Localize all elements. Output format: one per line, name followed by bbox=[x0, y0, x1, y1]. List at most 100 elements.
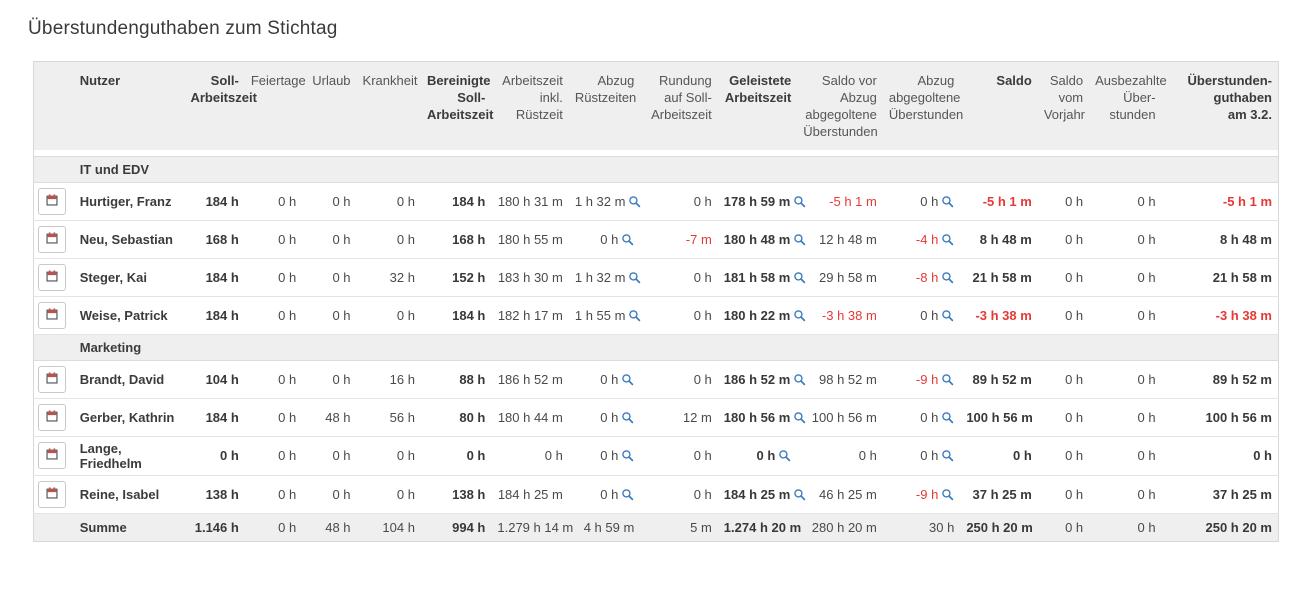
cell-geleistete-arbeitszeit: 184 h 25 m bbox=[718, 475, 806, 513]
value-text: 12 m bbox=[682, 409, 712, 425]
value-text: 1 h 32 m bbox=[574, 193, 626, 209]
magnifier-icon[interactable] bbox=[621, 449, 634, 462]
cell-abzug-ruestzeiten: 0 h bbox=[569, 220, 640, 258]
value-text: 104 h bbox=[205, 371, 239, 387]
value-text: 0 h bbox=[693, 486, 712, 502]
table-row: Lange, Friedhelm 0 h 0 h 0 h 0 h 0 h 0 h 0 h 0 h… bbox=[33, 436, 1279, 475]
value-text: 184 h 25 m bbox=[723, 486, 791, 502]
value-text: 184 h bbox=[205, 409, 239, 425]
cell-saldo-vorjahr: 0 h bbox=[1038, 220, 1089, 258]
calendar-button[interactable] bbox=[38, 263, 66, 291]
value-text: 280 h 20 m bbox=[811, 519, 877, 535]
cell-geleistete-arbeitszeit: 0 h bbox=[718, 436, 798, 475]
cell-urlaub: 0 h bbox=[302, 360, 356, 398]
magnifier-icon[interactable] bbox=[628, 195, 641, 208]
overtime-table: Nutzer Soll- Arbeitszeit Feiertage Urlaub Kr… bbox=[33, 61, 1279, 542]
cell-arbeitszeit-inkl-ruestzeit: 184 h 25 m bbox=[491, 475, 568, 513]
cell-abzug-abgegoltene: 0 h bbox=[883, 182, 960, 220]
magnifier-icon[interactable] bbox=[778, 449, 791, 462]
calendar-button[interactable] bbox=[38, 225, 66, 253]
value-text: 1.274 h 20 m bbox=[723, 519, 802, 535]
col-header-saldo-vorjahr: Saldo vom Vorjahr bbox=[1043, 73, 1086, 122]
cell-bereinigte-soll-arbeitszeit: 168 h bbox=[421, 220, 491, 258]
cell-abzug-abgegoltene: -9 h bbox=[883, 475, 960, 513]
summary-cell-urlaub: 48 h bbox=[302, 513, 356, 541]
magnifier-icon[interactable] bbox=[941, 488, 954, 501]
magnifier-icon[interactable] bbox=[941, 449, 954, 462]
cell-rundung-auf-soll-arbeitszeit: 12 m bbox=[640, 398, 717, 436]
calendar-button[interactable] bbox=[38, 187, 66, 215]
cell-rundung-auf-soll-arbeitszeit: -7 m bbox=[640, 220, 717, 258]
value-text: 88 h bbox=[459, 371, 486, 387]
value-text: 994 h bbox=[452, 519, 486, 535]
value-text: 184 h bbox=[205, 269, 239, 285]
magnifier-icon[interactable] bbox=[941, 195, 954, 208]
cell-krankheit: 32 h bbox=[357, 258, 421, 296]
magnifier-icon[interactable] bbox=[941, 373, 954, 386]
magnifier-icon[interactable] bbox=[793, 195, 806, 208]
cell-rundung-auf-soll-arbeitszeit: 0 h bbox=[640, 360, 717, 398]
magnifier-icon[interactable] bbox=[793, 488, 806, 501]
calendar-button[interactable] bbox=[38, 301, 66, 329]
value-text: 16 h bbox=[389, 371, 415, 387]
cell-abzug-ruestzeiten: 1 h 55 m bbox=[569, 296, 641, 334]
cell-bereinigte-soll-arbeitszeit: 184 h bbox=[421, 296, 491, 334]
value-text: 80 h bbox=[459, 409, 486, 425]
magnifier-icon[interactable] bbox=[793, 233, 806, 246]
group-name: IT und EDV bbox=[79, 161, 150, 177]
table-row: Brandt, David 104 h 0 h 0 h 16 h 88 h 186 h 52… bbox=[33, 360, 1279, 398]
value-text: 0 h bbox=[1137, 371, 1156, 387]
calendar-button[interactable] bbox=[38, 365, 66, 393]
calendar-button[interactable] bbox=[38, 403, 66, 431]
value-text: 37 h 25 m bbox=[972, 486, 1032, 502]
cell-saldo: 8 h 48 m bbox=[960, 220, 1037, 258]
cell-ausbezahlte-ueberstunden: 0 h bbox=[1089, 360, 1161, 398]
magnifier-icon[interactable] bbox=[941, 411, 954, 424]
user-name: Lange, Friedhelm bbox=[79, 440, 142, 471]
cell-bereinigte-soll-arbeitszeit: 80 h bbox=[421, 398, 491, 436]
calendar-button[interactable] bbox=[38, 442, 66, 469]
cell-saldo-vor-abzug: 29 h 58 m bbox=[797, 258, 883, 296]
value-text: 0 h bbox=[278, 371, 297, 387]
magnifier-icon[interactable] bbox=[793, 309, 806, 322]
magnifier-icon[interactable] bbox=[941, 271, 954, 284]
cell-abzug-ruestzeiten: 0 h bbox=[569, 436, 640, 475]
magnifier-icon[interactable] bbox=[621, 233, 634, 246]
value-text: 0 h bbox=[1137, 231, 1156, 247]
value-text: 0 h bbox=[332, 269, 351, 285]
value-text: 29 h 58 m bbox=[819, 269, 877, 285]
magnifier-icon[interactable] bbox=[941, 309, 954, 322]
magnifier-icon[interactable] bbox=[793, 373, 806, 386]
cell-geleistete-arbeitszeit: 178 h 59 m bbox=[718, 182, 806, 220]
user-name: Weise, Patrick bbox=[79, 307, 168, 323]
cell-abzug-abgegoltene: -9 h bbox=[883, 360, 960, 398]
summary-cell-saldo-vor-abzug: 280 h 20 m bbox=[797, 513, 883, 541]
magnifier-icon[interactable] bbox=[793, 271, 806, 284]
magnifier-icon[interactable] bbox=[621, 411, 634, 424]
magnifier-icon[interactable] bbox=[628, 271, 641, 284]
summary-cell-abzug-ruestzeiten: 4 h 59 m bbox=[569, 513, 640, 541]
table-row: Weise, Patrick 184 h 0 h 0 h 0 h 184 h 182 h 1… bbox=[33, 296, 1279, 334]
magnifier-icon[interactable] bbox=[621, 373, 634, 386]
cell-saldo: -5 h 1 m bbox=[960, 182, 1037, 220]
magnifier-icon[interactable] bbox=[941, 233, 954, 246]
cell-arbeitszeit-inkl-ruestzeit: 186 h 52 m bbox=[491, 360, 568, 398]
cell-saldo: 0 h bbox=[960, 436, 1037, 475]
value-text: 100 h 56 m bbox=[966, 409, 1033, 425]
cell-abzug-abgegoltene: 0 h bbox=[883, 436, 960, 475]
calendar-button[interactable] bbox=[38, 480, 66, 508]
cell-saldo: 37 h 25 m bbox=[960, 475, 1037, 513]
group-row: IT und EDV bbox=[33, 156, 1279, 182]
value-text: 98 h 52 m bbox=[819, 371, 877, 387]
value-text: 0 h bbox=[756, 448, 776, 463]
value-text: 186 h 52 m bbox=[723, 371, 791, 387]
magnifier-icon[interactable] bbox=[793, 411, 806, 424]
cell-feiertage: 0 h bbox=[245, 360, 302, 398]
value-text: 21 h 58 m bbox=[972, 269, 1032, 285]
magnifier-icon[interactable] bbox=[621, 488, 634, 501]
cell-bereinigte-soll-arbeitszeit: 138 h bbox=[421, 475, 491, 513]
magnifier-icon[interactable] bbox=[628, 309, 641, 322]
cell-saldo-vor-abzug: -3 h 38 m bbox=[797, 296, 883, 334]
cell-ueberstundenguthaben: 0 h bbox=[1162, 436, 1279, 475]
value-text: 0 h bbox=[396, 193, 415, 209]
